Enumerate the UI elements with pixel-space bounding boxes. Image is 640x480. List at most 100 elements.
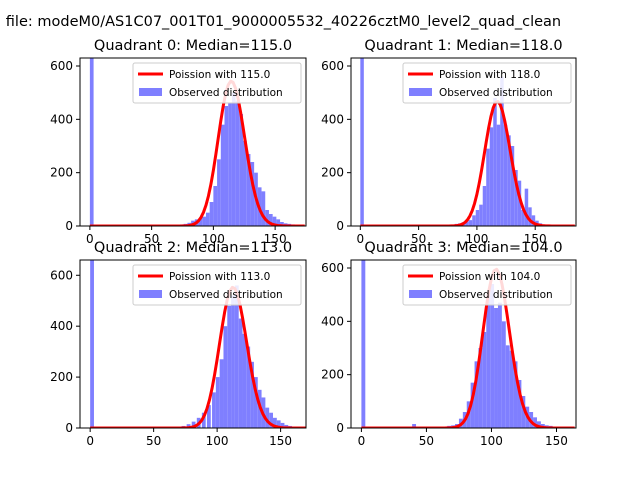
- x-tick-label: 0: [357, 232, 365, 246]
- poisson-curve: [89, 79, 305, 226]
- axes-frame: [79, 57, 307, 227]
- histogram-bar: [265, 210, 269, 226]
- legend: Poission with 113.0 Observed distribution: [132, 264, 302, 306]
- histogram-bar: [219, 359, 224, 428]
- quadrant-panel: 0 50 100 150 0 200 400 600 Quadrant 3: Median=10…: [321, 240, 577, 448]
- y-tick-label: 200: [50, 370, 73, 384]
- x-tick-label: 0: [86, 434, 94, 448]
- quadrant-panel: 0 50 100 150 0 200 400 600 Quadrant 0: Median=11…: [50, 38, 307, 246]
- legend-box: [132, 62, 302, 104]
- histogram-bar: [209, 202, 214, 226]
- legend-label-poisson: Poission with 118.0: [439, 69, 540, 81]
- histogram-bar: [246, 346, 251, 428]
- histogram-bar: [475, 210, 480, 226]
- plot-area: [360, 58, 575, 226]
- x-tick-label: 0: [86, 232, 94, 246]
- histogram-bar: [472, 215, 476, 226]
- histogram-bar: [250, 162, 255, 226]
- histogram-bar: [202, 216, 206, 226]
- panel-title: Quadrant 3: Median=104.0: [364, 240, 562, 256]
- quadrant-panels: 0 50 100 150 0 200 400 600 Quadrant 0: Median=11…: [50, 38, 577, 448]
- histogram-bar: [186, 424, 191, 428]
- legend-label-poisson: Poission with 104.0: [439, 271, 540, 283]
- histogram-bar: [521, 210, 525, 226]
- legend-bar-swatch: [139, 88, 162, 96]
- legend-label-observed: Observed distribution: [169, 289, 283, 301]
- y-tick-label: 0: [65, 219, 73, 233]
- y-tick-label: 200: [321, 368, 344, 382]
- legend-label-poisson: Poission with 113.0: [169, 271, 270, 283]
- histogram-bar: [268, 214, 273, 226]
- legend-label-poisson: Poission with 115.0: [169, 69, 270, 81]
- histogram-bar: [494, 308, 498, 428]
- legend-bar-swatch: [409, 88, 432, 96]
- histogram-bar: [234, 285, 239, 428]
- legend-box: [132, 264, 302, 306]
- x-tick-label: 50: [146, 434, 161, 448]
- x-tick-label: 150: [264, 232, 287, 246]
- plot-area: [90, 260, 306, 428]
- histogram-bar: [412, 424, 417, 428]
- histogram-bar: [250, 361, 254, 428]
- x-tick-label: 100: [465, 232, 488, 246]
- histogram-bar: [215, 377, 220, 428]
- histogram-bar: [497, 302, 502, 428]
- histogram-bar: [220, 124, 225, 226]
- legend: Poission with 115.0 Observed distribution: [132, 62, 302, 104]
- histogram-bar: [521, 396, 526, 428]
- y-tick-label: 400: [50, 112, 73, 126]
- histogram-bar: [276, 219, 281, 226]
- histogram-bar: [503, 124, 508, 226]
- histogram-bar: [238, 318, 243, 428]
- x-tick-label: 150: [545, 434, 568, 448]
- panel-title: Quadrant 0: Median=115.0: [94, 38, 292, 54]
- histogram-bar: [228, 103, 232, 226]
- poisson-curve: [90, 285, 306, 428]
- panel-title: Quadrant 1: Median=118.0: [364, 38, 562, 54]
- histogram-bar: [205, 212, 210, 226]
- y-tick-label: 0: [336, 421, 344, 435]
- legend: Poission with 118.0 Observed distribution: [402, 62, 572, 104]
- histogram-bar: [517, 180, 522, 226]
- histogram-bar: [528, 207, 532, 226]
- histogram-bar: [482, 332, 487, 428]
- quadrant-panel: 0 50 100 150 0 200 400 600 Quadrant 2: Median=11…: [50, 240, 307, 448]
- histogram-bar: [501, 321, 506, 428]
- histogram-bar: [235, 100, 240, 226]
- histogram-bar: [509, 350, 514, 428]
- histogram-bar: [510, 146, 515, 226]
- histogram-bar: [513, 361, 518, 428]
- histogram-bar: [253, 377, 258, 428]
- histogram-bar: [468, 220, 473, 226]
- histogram-bar: [489, 127, 494, 226]
- histogram-bar: [272, 216, 277, 226]
- histogram-bar: [514, 170, 518, 226]
- y-tick-label: 0: [336, 219, 344, 233]
- histogram-bar: [361, 260, 366, 428]
- legend-label-observed: Observed distribution: [439, 87, 553, 99]
- histogram-bar: [224, 106, 229, 226]
- histogram-bar: [90, 260, 94, 428]
- x-tick-label: 150: [524, 232, 547, 246]
- histogram-bar: [201, 412, 206, 428]
- histogram-bar: [517, 380, 522, 428]
- y-tick-label: 400: [321, 112, 344, 126]
- panel-title: Quadrant 2: Median=113.0: [94, 240, 292, 256]
- y-tick-label: 400: [321, 314, 344, 328]
- y-tick-label: 600: [50, 268, 73, 282]
- figure-title: n file: modeM0/AS1C07_001T01_9000005532_…: [0, 14, 561, 30]
- x-tick-label: 100: [202, 232, 225, 246]
- histogram-bar: [533, 417, 537, 428]
- histogram-bar: [261, 191, 266, 226]
- histogram-bar: [486, 148, 490, 226]
- legend-label-observed: Observed distribution: [439, 289, 553, 301]
- legend-bar-swatch: [139, 290, 162, 298]
- histogram-bar: [490, 284, 495, 428]
- axes-frame: [79, 259, 307, 429]
- histogram-bar: [223, 326, 228, 428]
- x-tick-label: 50: [411, 232, 426, 246]
- histogram-bar: [227, 305, 232, 428]
- y-tick-label: 600: [321, 59, 344, 73]
- plot-area: [361, 260, 575, 428]
